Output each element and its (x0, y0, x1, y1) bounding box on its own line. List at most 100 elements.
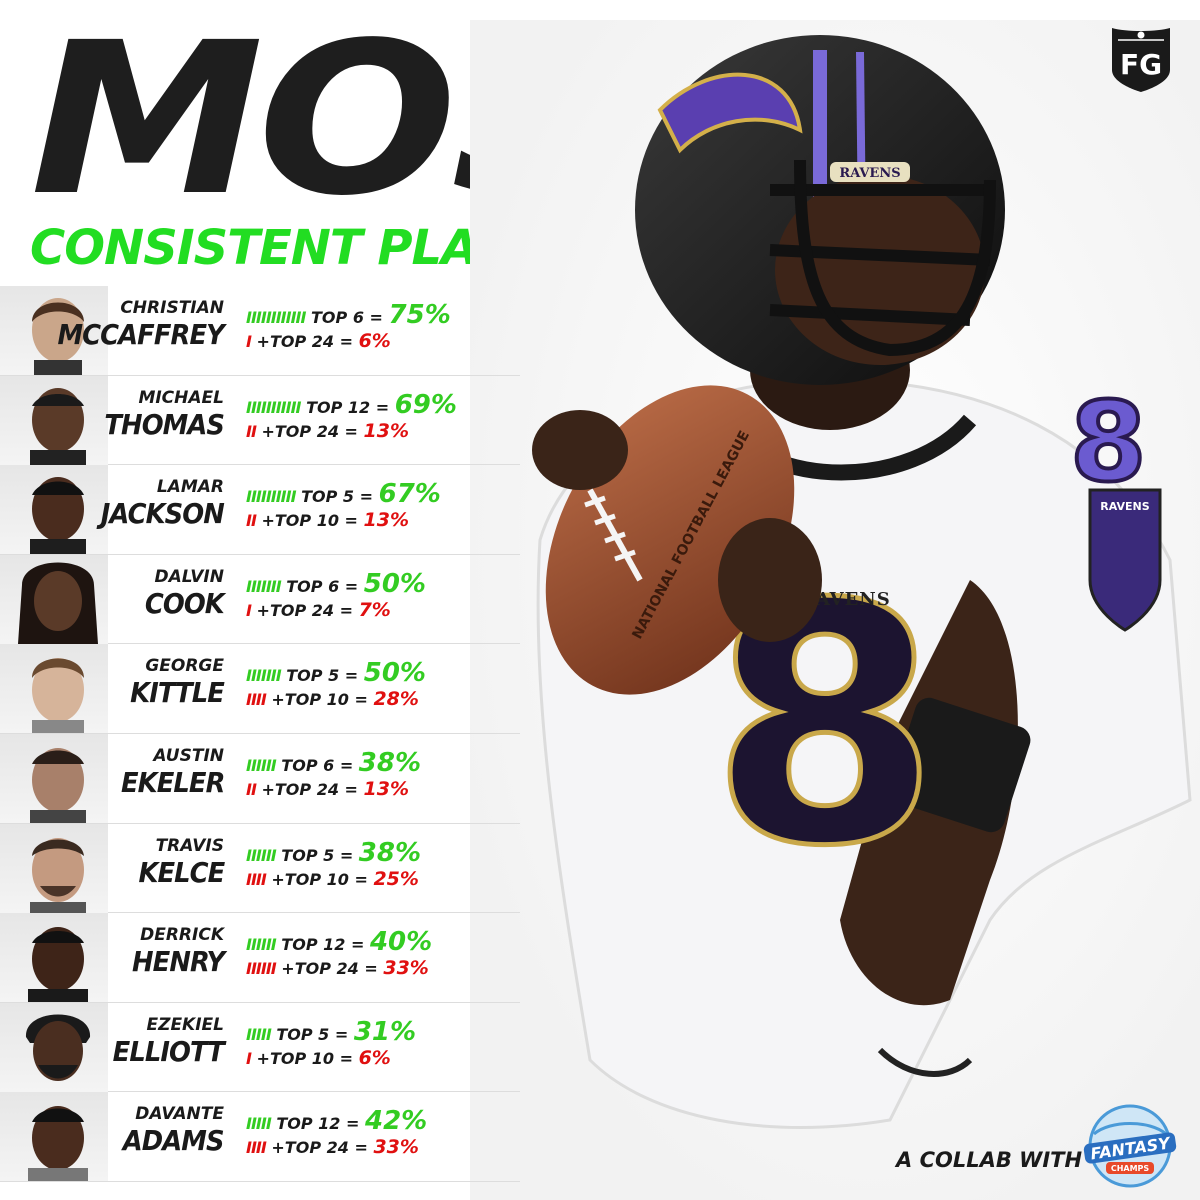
player-headshot (0, 286, 108, 375)
tally-bars-red: I (246, 332, 252, 351)
player-last-name: THOMAS (104, 407, 225, 441)
stat-line-secondary: IIII +TOP 10 = 28% (246, 686, 426, 712)
collab-caption: A COLLAB WITH (896, 1148, 1083, 1172)
fc-logo-subtext: CHAMPS (1111, 1164, 1150, 1173)
stat-percent-green: 38% (358, 837, 422, 868)
helmet-label: RAVENS (839, 166, 900, 181)
stat-label: TOP 6 = (281, 755, 354, 775)
player-first-name: CHRISTIAN (120, 298, 224, 318)
player-row: LAMAR JACKSON IIIIIIIIII TOP 5 = 67% II … (0, 465, 520, 555)
stat-line-secondary: IIII +TOP 10 = 25% (246, 866, 421, 892)
stat-line-primary: IIIIII TOP 5 = 38% (246, 840, 421, 866)
player-first-name: LAMAR (156, 477, 224, 498)
stat-percent-red: 13% (363, 419, 410, 442)
stat-percent-red: 25% (373, 867, 419, 890)
stat-percent-red: 6% (358, 1046, 391, 1069)
stat-label: TOP 6 = (286, 576, 359, 596)
player-first-name: DAVANTE (135, 1104, 224, 1125)
player-first-name: DALVIN (154, 566, 224, 587)
player-row: CHRISTIAN MCCAFFREY IIIIIIIIIIII TOP 6 =… (0, 286, 520, 376)
player-list: CHRISTIAN MCCAFFREY IIIIIIIIIIII TOP 6 =… (0, 286, 520, 1182)
player-stats: IIIII TOP 5 = 31% I +TOP 10 = 6% (246, 1019, 416, 1071)
stat-label: TOP 5 = (281, 845, 354, 865)
stat-percent-green: 40% (369, 927, 433, 958)
player-last-name: ELLIOTT (112, 1034, 225, 1068)
jersey-wordmark: RAVENS (800, 589, 891, 610)
stat-label: TOP 5 = (286, 666, 359, 686)
stat-label: TOP 12 = (281, 935, 365, 955)
stat-label: +TOP 24 = (271, 1138, 368, 1158)
player-name: DALVIN COOK (138, 566, 225, 621)
player-first-name: MICHAEL (138, 387, 224, 408)
stat-label: +TOP 24 = (256, 332, 353, 351)
stat-percent-green: 69% (394, 389, 457, 420)
tally-bars-red: IIII (246, 1138, 267, 1158)
stat-line-secondary: I +TOP 10 = 6% (246, 1045, 416, 1071)
tally-bars-green: IIIIII (246, 755, 277, 775)
player-row: DAVANTE ADAMS IIIII TOP 12 = 42% IIII +T… (0, 1092, 520, 1182)
player-row: MICHAEL THOMAS IIIIIIIIIII TOP 12 = 69% … (0, 375, 520, 466)
player-stats: IIIIIII TOP 5 = 50% IIII +TOP 10 = 28% (246, 660, 426, 712)
shoulder-number: 8 (1070, 378, 1147, 506)
stat-label: +TOP 10 = (261, 511, 358, 531)
player-row: DERRICK HENRY IIIIII TOP 12 = 40% IIIIII… (0, 913, 520, 1003)
player-name: TRAVIS KELCE (131, 835, 225, 890)
player-last-name: COOK (145, 586, 225, 620)
stat-label: +TOP 24 = (261, 421, 358, 441)
player-headshot (0, 1002, 108, 1092)
player-stats: IIIII TOP 12 = 42% IIII +TOP 24 = 33% (246, 1108, 427, 1160)
stat-label: +TOP 10 = (256, 1048, 353, 1068)
stat-percent-red: 28% (373, 688, 419, 711)
tally-bars-red: II (246, 779, 257, 799)
player-first-name: AUSTIN (153, 745, 224, 766)
player-stats: IIIIII TOP 12 = 40% IIIIII +TOP 24 = 33% (246, 929, 432, 981)
tally-bars-red: IIII (246, 869, 267, 889)
stat-line-secondary: IIII +TOP 24 = 33% (246, 1134, 427, 1160)
fg-logo-text: FG (1120, 48, 1162, 81)
stat-line-secondary: II +TOP 24 = 13% (246, 418, 457, 444)
stat-label: +TOP 10 = (271, 690, 368, 710)
player-row: AUSTIN EKELER IIIIII TOP 6 = 38% II +TOP… (0, 733, 520, 824)
player-last-name: EKELER (120, 765, 225, 799)
tally-bars-green: IIIII (246, 1024, 272, 1044)
player-last-name: MCCAFFREY (57, 318, 225, 351)
stat-percent-green: 42% (364, 1106, 428, 1137)
stat-line-secondary: I +TOP 24 = 6% (246, 328, 451, 354)
stat-label: +TOP 24 = (261, 779, 358, 799)
stat-percent-red: 7% (358, 598, 391, 621)
player-headshot (0, 375, 108, 465)
player-last-name: JACKSON (100, 497, 225, 531)
player-name: MICHAEL THOMAS (94, 387, 225, 442)
stat-line-secondary: IIIIII +TOP 24 = 33% (246, 955, 432, 981)
stat-percent-green: 75% (388, 300, 451, 330)
player-first-name: DERRICK (140, 925, 224, 946)
player-first-name: TRAVIS (155, 835, 224, 856)
player-first-name: GEORGE (145, 656, 224, 677)
player-headshot (0, 1092, 108, 1182)
stat-line-primary: IIIIIIIIII TOP 5 = 67% (246, 481, 441, 507)
player-stats: IIIIII TOP 6 = 38% II +TOP 24 = 13% (246, 750, 421, 802)
nfl-shield-icon: FG (1108, 22, 1174, 94)
tally-bars-red: IIII (246, 690, 267, 710)
stat-line-primary: IIIIIII TOP 5 = 50% (246, 660, 426, 686)
tally-bars-green: IIIIII (246, 935, 277, 955)
stat-label: TOP 12 = (306, 397, 390, 417)
tally-bars-red: II (246, 421, 257, 441)
player-last-name: KELCE (138, 855, 225, 889)
player-row: EZEKIEL ELLIOTT IIIII TOP 5 = 31% I +TOP… (0, 1002, 520, 1093)
stat-line-primary: IIIII TOP 5 = 31% (246, 1019, 416, 1045)
stat-label: TOP 12 = (276, 1114, 360, 1134)
stat-line-primary: IIIIII TOP 12 = 40% (246, 929, 432, 955)
player-headshot (0, 913, 108, 1003)
stat-percent-red: 13% (363, 509, 410, 532)
player-name: EZEKIEL ELLIOTT (103, 1015, 225, 1069)
player-headshot (0, 644, 108, 734)
player-name: CHRISTIAN MCCAFFREY (43, 298, 225, 352)
player-name: AUSTIN EKELER (112, 745, 225, 800)
player-name: GEORGE KITTLE (122, 656, 225, 710)
tally-bars-red: II (246, 511, 257, 531)
player-stats: IIIIII TOP 5 = 38% IIII +TOP 10 = 25% (246, 840, 421, 892)
stat-percent-green: 67% (378, 479, 441, 510)
player-stats: IIIIIIIIIIII TOP 6 = 75% I +TOP 24 = 6% (246, 302, 451, 354)
tally-bars-red: IIIIII (246, 959, 277, 979)
